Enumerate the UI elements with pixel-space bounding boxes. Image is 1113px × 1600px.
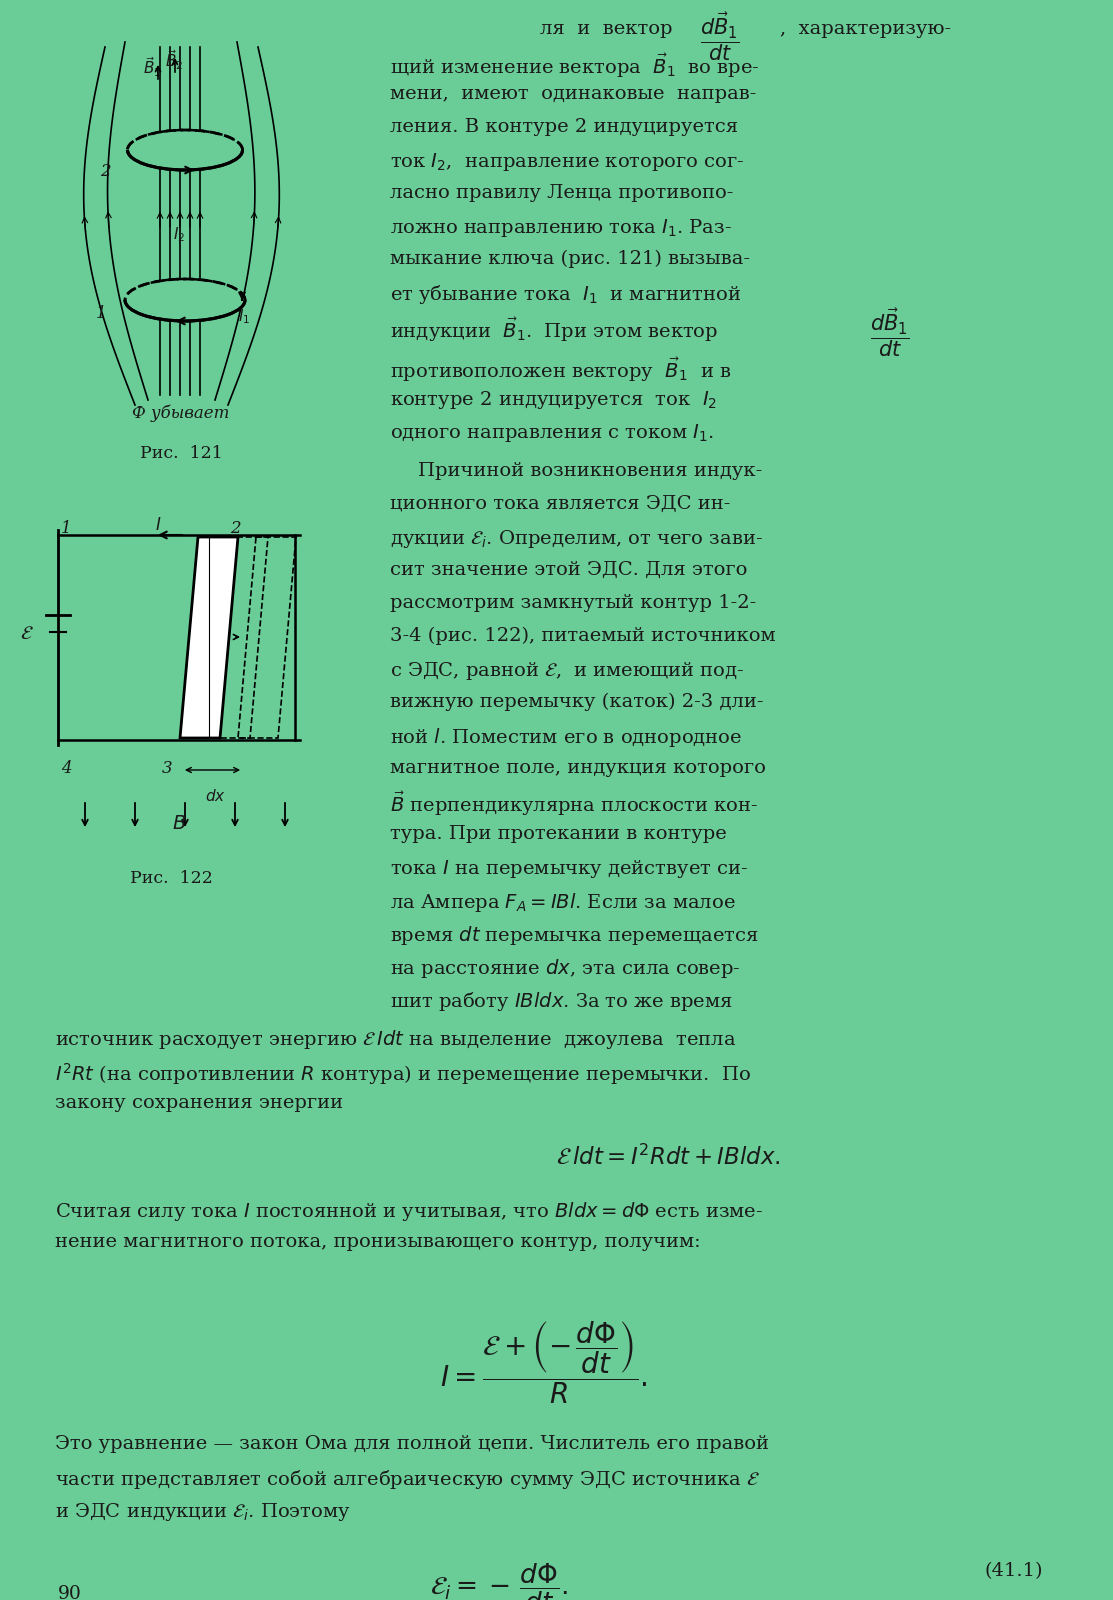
Text: источник расходует энергию $\mathcal{E}\,Idt$ на выделение  джоулева  тепла: источник расходует энергию $\mathcal{E}\… bbox=[55, 1029, 737, 1051]
Text: $\vec{B}_2$: $\vec{B}_2$ bbox=[165, 48, 184, 72]
Text: $I$: $I$ bbox=[155, 517, 161, 534]
Text: противоположен вектору  $\vec{B}_1$  и в: противоположен вектору $\vec{B}_1$ и в bbox=[390, 357, 731, 384]
Text: $I_2$: $I_2$ bbox=[173, 226, 185, 243]
Text: Считая силу тока $I$ постоянной и учитывая, что $Bldx = d\Phi$ есть изме-: Считая силу тока $I$ постоянной и учитыв… bbox=[55, 1200, 764, 1222]
Ellipse shape bbox=[128, 130, 243, 170]
Text: дукции $\mathcal{E}_i$. Определим, от чего зави-: дукции $\mathcal{E}_i$. Определим, от че… bbox=[390, 528, 762, 550]
Text: $\mathcal{E}_i = -\,\dfrac{d\Phi}{dt}.$: $\mathcal{E}_i = -\,\dfrac{d\Phi}{dt}.$ bbox=[430, 1562, 569, 1600]
Text: Причиной возникновения индук-: Причиной возникновения индук- bbox=[418, 462, 762, 480]
Text: мени,  имеют  одинаковые  направ-: мени, имеют одинаковые направ- bbox=[390, 85, 757, 102]
Text: одного направления с током $I_1$.: одного направления с током $I_1$. bbox=[390, 422, 715, 443]
Text: мыкание ключа (рис. 121) вызыва-: мыкание ключа (рис. 121) вызыва- bbox=[390, 250, 750, 269]
Text: ласно правилу Ленца противопо-: ласно правилу Ленца противопо- bbox=[390, 184, 733, 202]
Text: ля  и  вектор: ля и вектор bbox=[540, 19, 672, 38]
Text: 2: 2 bbox=[230, 520, 240, 538]
Text: $\dfrac{d\vec{B}_1}{dt}$: $\dfrac{d\vec{B}_1}{dt}$ bbox=[870, 306, 909, 358]
Text: (41.1): (41.1) bbox=[985, 1562, 1044, 1581]
Text: 3-4 (рис. 122), питаемый источником: 3-4 (рис. 122), питаемый источником bbox=[390, 627, 776, 645]
Text: шит работу $IBldx$. За то же время: шит работу $IBldx$. За то же время bbox=[390, 990, 732, 1013]
Text: 3: 3 bbox=[162, 760, 173, 778]
Text: $\vec{B}$ перпендикулярна плоскости кон-: $\vec{B}$ перпендикулярна плоскости кон- bbox=[390, 790, 758, 818]
Text: индукции  $\vec{B}_1$.  При этом вектор: индукции $\vec{B}_1$. При этом вектор bbox=[390, 317, 718, 344]
Text: с ЭДС, равной $\mathcal{E}$,  и имеющий под-: с ЭДС, равной $\mathcal{E}$, и имеющий п… bbox=[390, 659, 745, 682]
Text: $\mathcal{E}\,ldt = I^2Rdt + IBldx.$: $\mathcal{E}\,ldt = I^2Rdt + IBldx.$ bbox=[556, 1146, 780, 1170]
Ellipse shape bbox=[125, 278, 245, 322]
Text: Рис.  121: Рис. 121 bbox=[140, 445, 223, 462]
Text: $I^2Rt$ (на сопротивлении $R$ контура) и перемещение перемычки.  По: $I^2Rt$ (на сопротивлении $R$ контура) и… bbox=[55, 1061, 751, 1086]
Text: ток $I_2$,  направление которого сог-: ток $I_2$, направление которого сог- bbox=[390, 150, 745, 173]
Text: ной $l$. Поместим его в однородное: ной $l$. Поместим его в однородное bbox=[390, 726, 742, 749]
Text: 4: 4 bbox=[61, 760, 71, 778]
Text: время $dt$ перемычка перемещается: время $dt$ перемычка перемещается bbox=[390, 925, 759, 947]
Text: Ф убывает: Ф убывает bbox=[132, 405, 229, 422]
Text: на расстояние $dx$, эта сила совер-: на расстояние $dx$, эта сила совер- bbox=[390, 957, 741, 979]
Text: Это уравнение — закон Ома для полной цепи. Числитель его правой: Это уравнение — закон Ома для полной цеп… bbox=[55, 1435, 769, 1453]
Text: контуре 2 индуцируется  ток  $I_2$: контуре 2 индуцируется ток $I_2$ bbox=[390, 389, 717, 411]
Text: части представляет собой алгебраическую сумму ЭДС источника $\mathcal{E}$: части представляет собой алгебраическую … bbox=[55, 1469, 760, 1491]
Text: ложно направлению тока $I_1$. Раз-: ложно направлению тока $I_1$. Раз- bbox=[390, 218, 732, 238]
Text: ,  характеризую-: , характеризую- bbox=[780, 19, 952, 38]
Text: $I_1$: $I_1$ bbox=[238, 307, 250, 326]
Text: рассмотрим замкнутый контур 1-2-: рассмотрим замкнутый контур 1-2- bbox=[390, 594, 756, 611]
Text: тура. При протекании в контуре: тура. При протекании в контуре bbox=[390, 826, 727, 843]
Text: $\mathcal{E}$: $\mathcal{E}$ bbox=[20, 626, 33, 643]
Polygon shape bbox=[180, 538, 238, 738]
Text: $B$: $B$ bbox=[173, 814, 186, 834]
Text: ционного тока является ЭДС ин-: ционного тока является ЭДС ин- bbox=[390, 494, 730, 514]
Text: тока $I$ на перемычку действует си-: тока $I$ на перемычку действует си- bbox=[390, 858, 748, 880]
Text: 1: 1 bbox=[96, 306, 107, 322]
Text: щий изменение вектора  $\vec{B}_1$  во вре-: щий изменение вектора $\vec{B}_1$ во вре… bbox=[390, 51, 759, 80]
Text: нение магнитного потока, пронизывающего контур, получим:: нение магнитного потока, пронизывающего … bbox=[55, 1234, 700, 1251]
Text: и ЭДС индукции $\mathcal{E}_i$. Поэтому: и ЭДС индукции $\mathcal{E}_i$. Поэтому bbox=[55, 1501, 351, 1523]
Text: сит значение этой ЭДС. Для этого: сит значение этой ЭДС. Для этого bbox=[390, 562, 747, 579]
Text: ления. В контуре 2 индуцируется: ления. В контуре 2 индуцируется bbox=[390, 118, 738, 136]
Text: ла Ампера $F_A=IBl$. Если за малое: ла Ампера $F_A=IBl$. Если за малое bbox=[390, 891, 736, 914]
Text: $\vec{B}_1$: $\vec{B}_1$ bbox=[142, 54, 161, 78]
Text: закону сохранения энергии: закону сохранения энергии bbox=[55, 1094, 343, 1112]
Text: 90: 90 bbox=[58, 1586, 82, 1600]
Text: $I = \dfrac{\mathcal{E} + \left(-\,\dfrac{d\Phi}{dt}\right)}{R}.$: $I = \dfrac{\mathcal{E} + \left(-\,\dfra… bbox=[440, 1320, 648, 1406]
Text: магнитное поле, индукция которого: магнитное поле, индукция которого bbox=[390, 758, 766, 778]
Text: вижную перемычку (каток) 2-3 дли-: вижную перемычку (каток) 2-3 дли- bbox=[390, 693, 764, 712]
Text: Рис.  122: Рис. 122 bbox=[130, 870, 213, 886]
Text: $\dfrac{d\vec{B}_1}{dt}$: $\dfrac{d\vec{B}_1}{dt}$ bbox=[700, 10, 740, 62]
Text: ет убывание тока  $I_1$  и магнитной: ет убывание тока $I_1$ и магнитной bbox=[390, 283, 741, 306]
Text: $dx$: $dx$ bbox=[205, 787, 226, 803]
Text: 2: 2 bbox=[100, 163, 110, 179]
Text: 1: 1 bbox=[61, 520, 71, 538]
